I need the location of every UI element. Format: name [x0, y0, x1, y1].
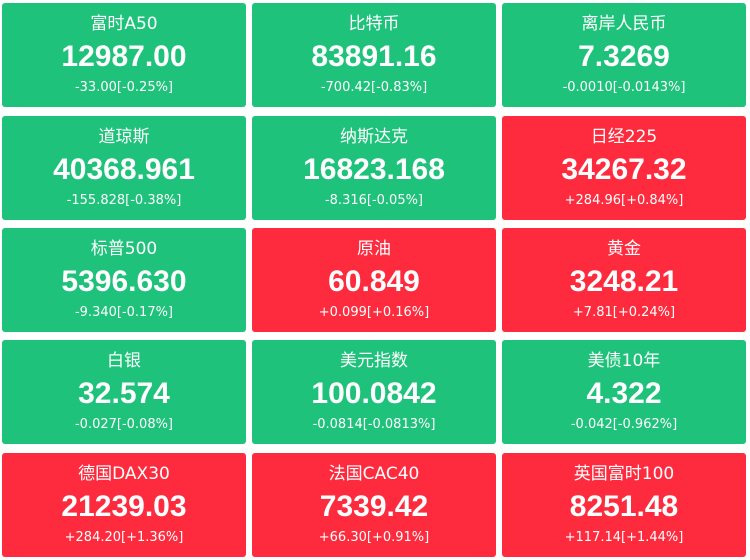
quote-name: 日经225 [590, 127, 658, 147]
quote-name: 道琼斯 [98, 127, 150, 147]
quote-change: +7.81[+0.24%] [572, 305, 676, 320]
quote-name: 纳斯达克 [340, 127, 408, 147]
quote-price: 7339.42 [319, 490, 429, 523]
quote-tile-dax30[interactable]: 德国DAX30 21239.03 +284.20[+1.36%] [2, 453, 246, 557]
quote-price: 12987.00 [61, 40, 187, 73]
quote-name: 德国DAX30 [78, 464, 170, 484]
quote-name: 黄金 [607, 239, 641, 259]
quote-change: +284.20[+1.36%] [64, 530, 184, 545]
quote-change: -700.42[-0.83%] [320, 80, 428, 95]
quote-name: 美元指数 [340, 351, 408, 371]
quote-name: 原油 [357, 239, 391, 259]
quote-change: -9.340[-0.17%] [74, 305, 174, 320]
quote-tile-dollar-index[interactable]: 美元指数 100.0842 -0.0814[-0.0813%] [252, 340, 496, 444]
quote-price: 40368.961 [53, 153, 195, 186]
quote-name: 比特币 [348, 14, 400, 34]
quote-change: -0.042[-0.962%] [570, 417, 678, 432]
quote-name: 白银 [107, 351, 141, 371]
quote-tile-bitcoin[interactable]: 比特币 83891.16 -700.42[-0.83%] [252, 3, 496, 107]
quote-change: -0.0010[-0.0143%] [562, 80, 686, 95]
quote-tile-sp500[interactable]: 标普500 5396.630 -9.340[-0.17%] [2, 228, 246, 332]
quote-price: 4.322 [586, 377, 662, 410]
quote-tile-ftse-a50[interactable]: 富时A50 12987.00 -33.00[-0.25%] [2, 3, 246, 107]
quote-tile-cac40[interactable]: 法国CAC40 7339.42 +66.30[+0.91%] [252, 453, 496, 557]
quote-price: 7.3269 [578, 40, 670, 73]
quote-price: 100.0842 [311, 377, 437, 410]
quote-change: +284.96[+0.84%] [564, 193, 684, 208]
quote-change: +66.30[+0.91%] [318, 530, 430, 545]
quote-tile-gold[interactable]: 黄金 3248.21 +7.81[+0.24%] [502, 228, 746, 332]
quote-name: 英国富时100 [573, 464, 675, 484]
quote-price: 83891.16 [311, 40, 437, 73]
quote-change: +0.099[+0.16%] [318, 305, 430, 320]
quote-change: -0.0814[-0.0813%] [312, 417, 436, 432]
quote-price: 5396.630 [61, 265, 187, 298]
quote-name: 离岸人民币 [581, 14, 667, 34]
quote-tile-us-10y-treasury[interactable]: 美债10年 4.322 -0.042[-0.962%] [502, 340, 746, 444]
quote-price: 3248.21 [569, 265, 679, 298]
quote-tile-offshore-rmb[interactable]: 离岸人民币 7.3269 -0.0010[-0.0143%] [502, 3, 746, 107]
quote-name: 美债10年 [587, 351, 661, 371]
quote-name: 富时A50 [90, 14, 158, 34]
quote-tile-nasdaq[interactable]: 纳斯达克 16823.168 -8.316[-0.05%] [252, 116, 496, 220]
quote-price: 32.574 [78, 377, 170, 410]
quote-price: 60.849 [328, 265, 420, 298]
quote-change: -155.828[-0.38%] [66, 193, 182, 208]
quote-name: 标普500 [90, 239, 158, 259]
quote-price: 16823.168 [303, 153, 445, 186]
quote-price: 34267.32 [561, 153, 687, 186]
quote-tile-crude-oil[interactable]: 原油 60.849 +0.099[+0.16%] [252, 228, 496, 332]
quote-change: -8.316[-0.05%] [324, 193, 424, 208]
quote-change: -33.00[-0.25%] [74, 80, 174, 95]
quote-tile-silver[interactable]: 白银 32.574 -0.027[-0.08%] [2, 340, 246, 444]
quote-change: +117.14[+1.44%] [564, 530, 684, 545]
quote-tile-ftse-100[interactable]: 英国富时100 8251.48 +117.14[+1.44%] [502, 453, 746, 557]
quote-change: -0.027[-0.08%] [74, 417, 174, 432]
quote-name: 法国CAC40 [328, 464, 420, 484]
quote-price: 8251.48 [569, 490, 679, 523]
quote-tile-dow-jones[interactable]: 道琼斯 40368.961 -155.828[-0.38%] [2, 116, 246, 220]
quote-price: 21239.03 [61, 490, 187, 523]
quote-tile-nikkei-225[interactable]: 日经225 34267.32 +284.96[+0.84%] [502, 116, 746, 220]
